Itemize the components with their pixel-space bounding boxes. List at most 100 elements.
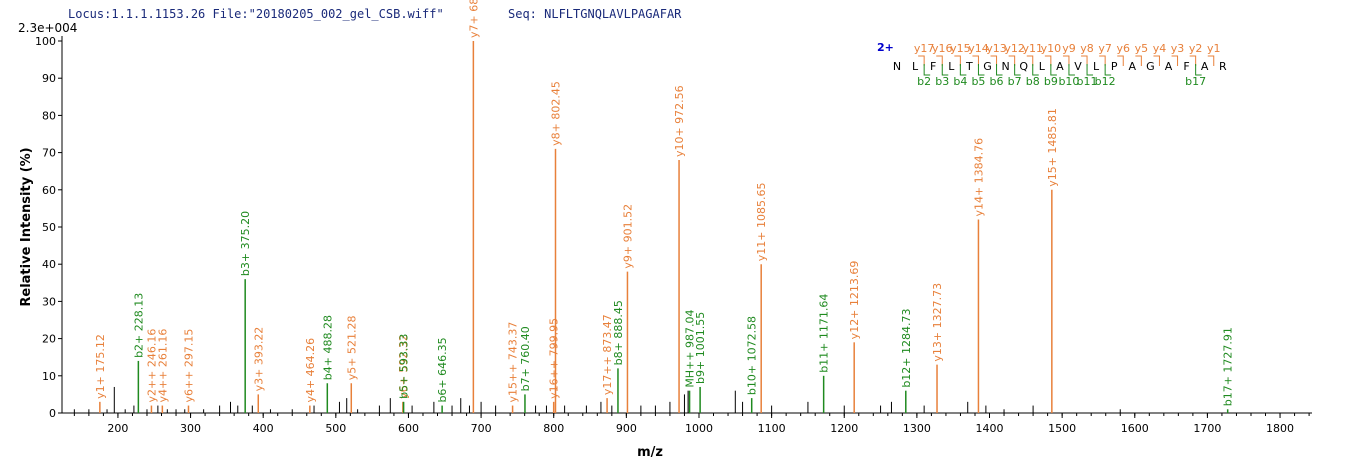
y-bracket: [1171, 55, 1179, 66]
y-ion-label: y1: [1207, 42, 1221, 55]
peak-label: y7+ 689.37: [467, 0, 480, 38]
peak-label: y1+ 175.12: [94, 334, 107, 399]
y-ion-label: y17: [914, 42, 935, 55]
b-ion-label: b10: [1058, 75, 1079, 88]
x-tick-label: 1800: [1266, 422, 1294, 435]
peak-label: b7+ 760.40: [519, 326, 532, 391]
y-tick-label: 50: [42, 221, 56, 234]
peak-label: y6+ 592.32: [397, 334, 410, 399]
residue: L: [1039, 60, 1046, 73]
peak-label: y4++ 261.16: [156, 329, 169, 403]
x-tick-label: 900: [616, 422, 637, 435]
y-tick-label: 20: [42, 333, 56, 346]
b-ion-label: b17: [1185, 75, 1206, 88]
y-bracket: [1081, 55, 1088, 66]
x-axis-label: m/z: [637, 445, 663, 460]
y-tick-label: 100: [35, 35, 56, 48]
y-ion-label: y14: [968, 42, 989, 55]
residue: A: [1056, 60, 1064, 73]
y-axis-label: Relative Intensity (%): [19, 147, 34, 306]
peak-label: y14+ 1384.76: [972, 138, 985, 217]
b-ion-label: b8: [1026, 75, 1040, 88]
x-tick-label: 1600: [1121, 422, 1149, 435]
peak-label: b4+ 488.28: [321, 315, 334, 380]
x-tick-label: 1300: [903, 422, 931, 435]
x-tick-label: 400: [253, 422, 274, 435]
y-tick-label: 10: [42, 370, 56, 383]
y-ion-label: y6: [1116, 42, 1130, 55]
y-ion-label: y3: [1171, 42, 1185, 55]
x-tick-label: 500: [325, 422, 346, 435]
x-tick-label: 1000: [685, 422, 713, 435]
y-tick-label: 0: [49, 407, 56, 420]
peak-label: b12+ 1284.73: [900, 308, 913, 387]
b-ion-label: b11: [1077, 75, 1098, 88]
y-bracket: [1062, 55, 1070, 66]
y-tick-label: 80: [42, 109, 56, 122]
y-bracket: [1207, 55, 1215, 66]
residue: N: [1001, 60, 1009, 73]
y-ion-label: y4: [1153, 42, 1167, 55]
peak-label: b17+ 1727.91: [1222, 327, 1235, 406]
residue: P: [1111, 60, 1118, 73]
residue: L: [912, 60, 919, 73]
b-bracket: [1086, 64, 1094, 76]
residue: A: [1165, 60, 1173, 73]
peak-label: b5+ 593.33: [398, 334, 411, 399]
locus: Locus:1.1.1.1153.26 File:"20180205_002_g…: [68, 7, 444, 21]
y-ion-label: y5: [1135, 42, 1149, 55]
y-tick-label: 60: [42, 184, 56, 197]
y-bracket: [1044, 55, 1052, 66]
b-ion-label: b7: [1008, 75, 1022, 88]
peak-label: b9+ 1001.55: [694, 312, 707, 384]
y-tick-label: 70: [42, 147, 56, 160]
residue: F: [930, 60, 936, 73]
y-bracket: [1008, 55, 1016, 66]
residue: G: [983, 60, 992, 73]
y-bracket: [972, 55, 979, 66]
x-tick-label: 1400: [976, 422, 1004, 435]
x-tick-label: 1700: [1193, 422, 1221, 435]
x-tick-label: 600: [398, 422, 419, 435]
residue: V: [1074, 60, 1082, 73]
b-bracket: [1032, 64, 1039, 76]
y-ion-label: y7: [1098, 42, 1112, 55]
residue: A: [1201, 60, 1209, 73]
peak-label: y3+ 393.22: [252, 327, 265, 392]
peak-label: y9+ 901.52: [621, 204, 634, 269]
b-ion-label: b12: [1095, 75, 1116, 88]
y-ion-label: y8: [1080, 42, 1094, 55]
peak-label: b2+ 228.13: [132, 293, 145, 358]
peak-label: y11+ 1085.65: [755, 182, 768, 261]
y-bracket: [1189, 55, 1197, 66]
x-tick-label: 300: [180, 422, 201, 435]
y-bracket: [936, 55, 943, 66]
x-tick-label: 1100: [758, 422, 786, 435]
b-bracket: [941, 64, 949, 76]
b-bracket: [996, 64, 1003, 76]
b-ion-label: b3: [935, 75, 949, 88]
b-ion-label: b6: [990, 75, 1004, 88]
b-bracket: [1068, 64, 1075, 76]
residue: L: [1093, 60, 1100, 73]
y-tick-label: 90: [42, 72, 56, 85]
y-ion-label: y16: [932, 42, 953, 55]
sequence-title: Seq: NLFLTGNQLAVLPAGAFAR: [508, 7, 682, 21]
residue: N: [893, 60, 901, 73]
peak-label: b8+ 888.45: [612, 300, 625, 365]
y-ion-label: y11: [1022, 42, 1043, 55]
peak-label: y4+ 464.26: [304, 338, 317, 403]
residue: A: [1129, 60, 1137, 73]
y-ion-label: y13: [986, 42, 1007, 55]
y-ion-label: y12: [1004, 42, 1025, 55]
x-tick-label: 800: [543, 422, 564, 435]
y-bracket: [1117, 55, 1124, 66]
peak-label: MH++ 987.04: [684, 309, 697, 387]
b-bracket: [959, 64, 967, 76]
residue: F: [1183, 60, 1189, 73]
y-bracket: [1153, 55, 1160, 66]
y-ion-label: y15: [950, 42, 971, 55]
y-tick-label: 40: [42, 258, 56, 271]
y-ion-label: y2: [1189, 42, 1203, 55]
residue: L: [948, 60, 955, 73]
